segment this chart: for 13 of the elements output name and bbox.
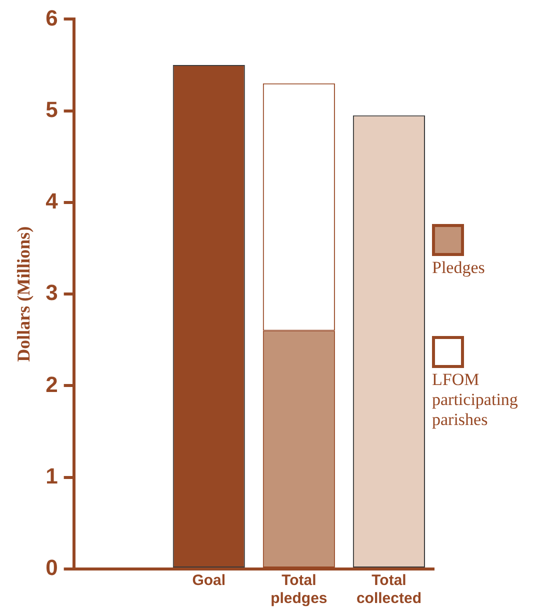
y-axis-title: Dollars (Millions) xyxy=(13,226,34,362)
y-tick-label: 2 xyxy=(46,372,58,397)
x-tick-label: Total pledges xyxy=(270,572,328,608)
y-tick-label: 3 xyxy=(46,280,58,306)
y-tick-label: 4 xyxy=(46,188,59,214)
y-tick-label: 6 xyxy=(46,5,58,30)
legend-label: Pledges xyxy=(432,258,486,278)
y-tick-label: 0 xyxy=(46,555,58,580)
legend-label: LFOM participating parishes xyxy=(432,370,519,430)
y-tick-label: 5 xyxy=(46,96,58,122)
x-tick-label: Total collected xyxy=(356,572,422,608)
x-tick-label: Goal xyxy=(192,572,226,590)
y-tick-label: 1 xyxy=(46,463,58,488)
